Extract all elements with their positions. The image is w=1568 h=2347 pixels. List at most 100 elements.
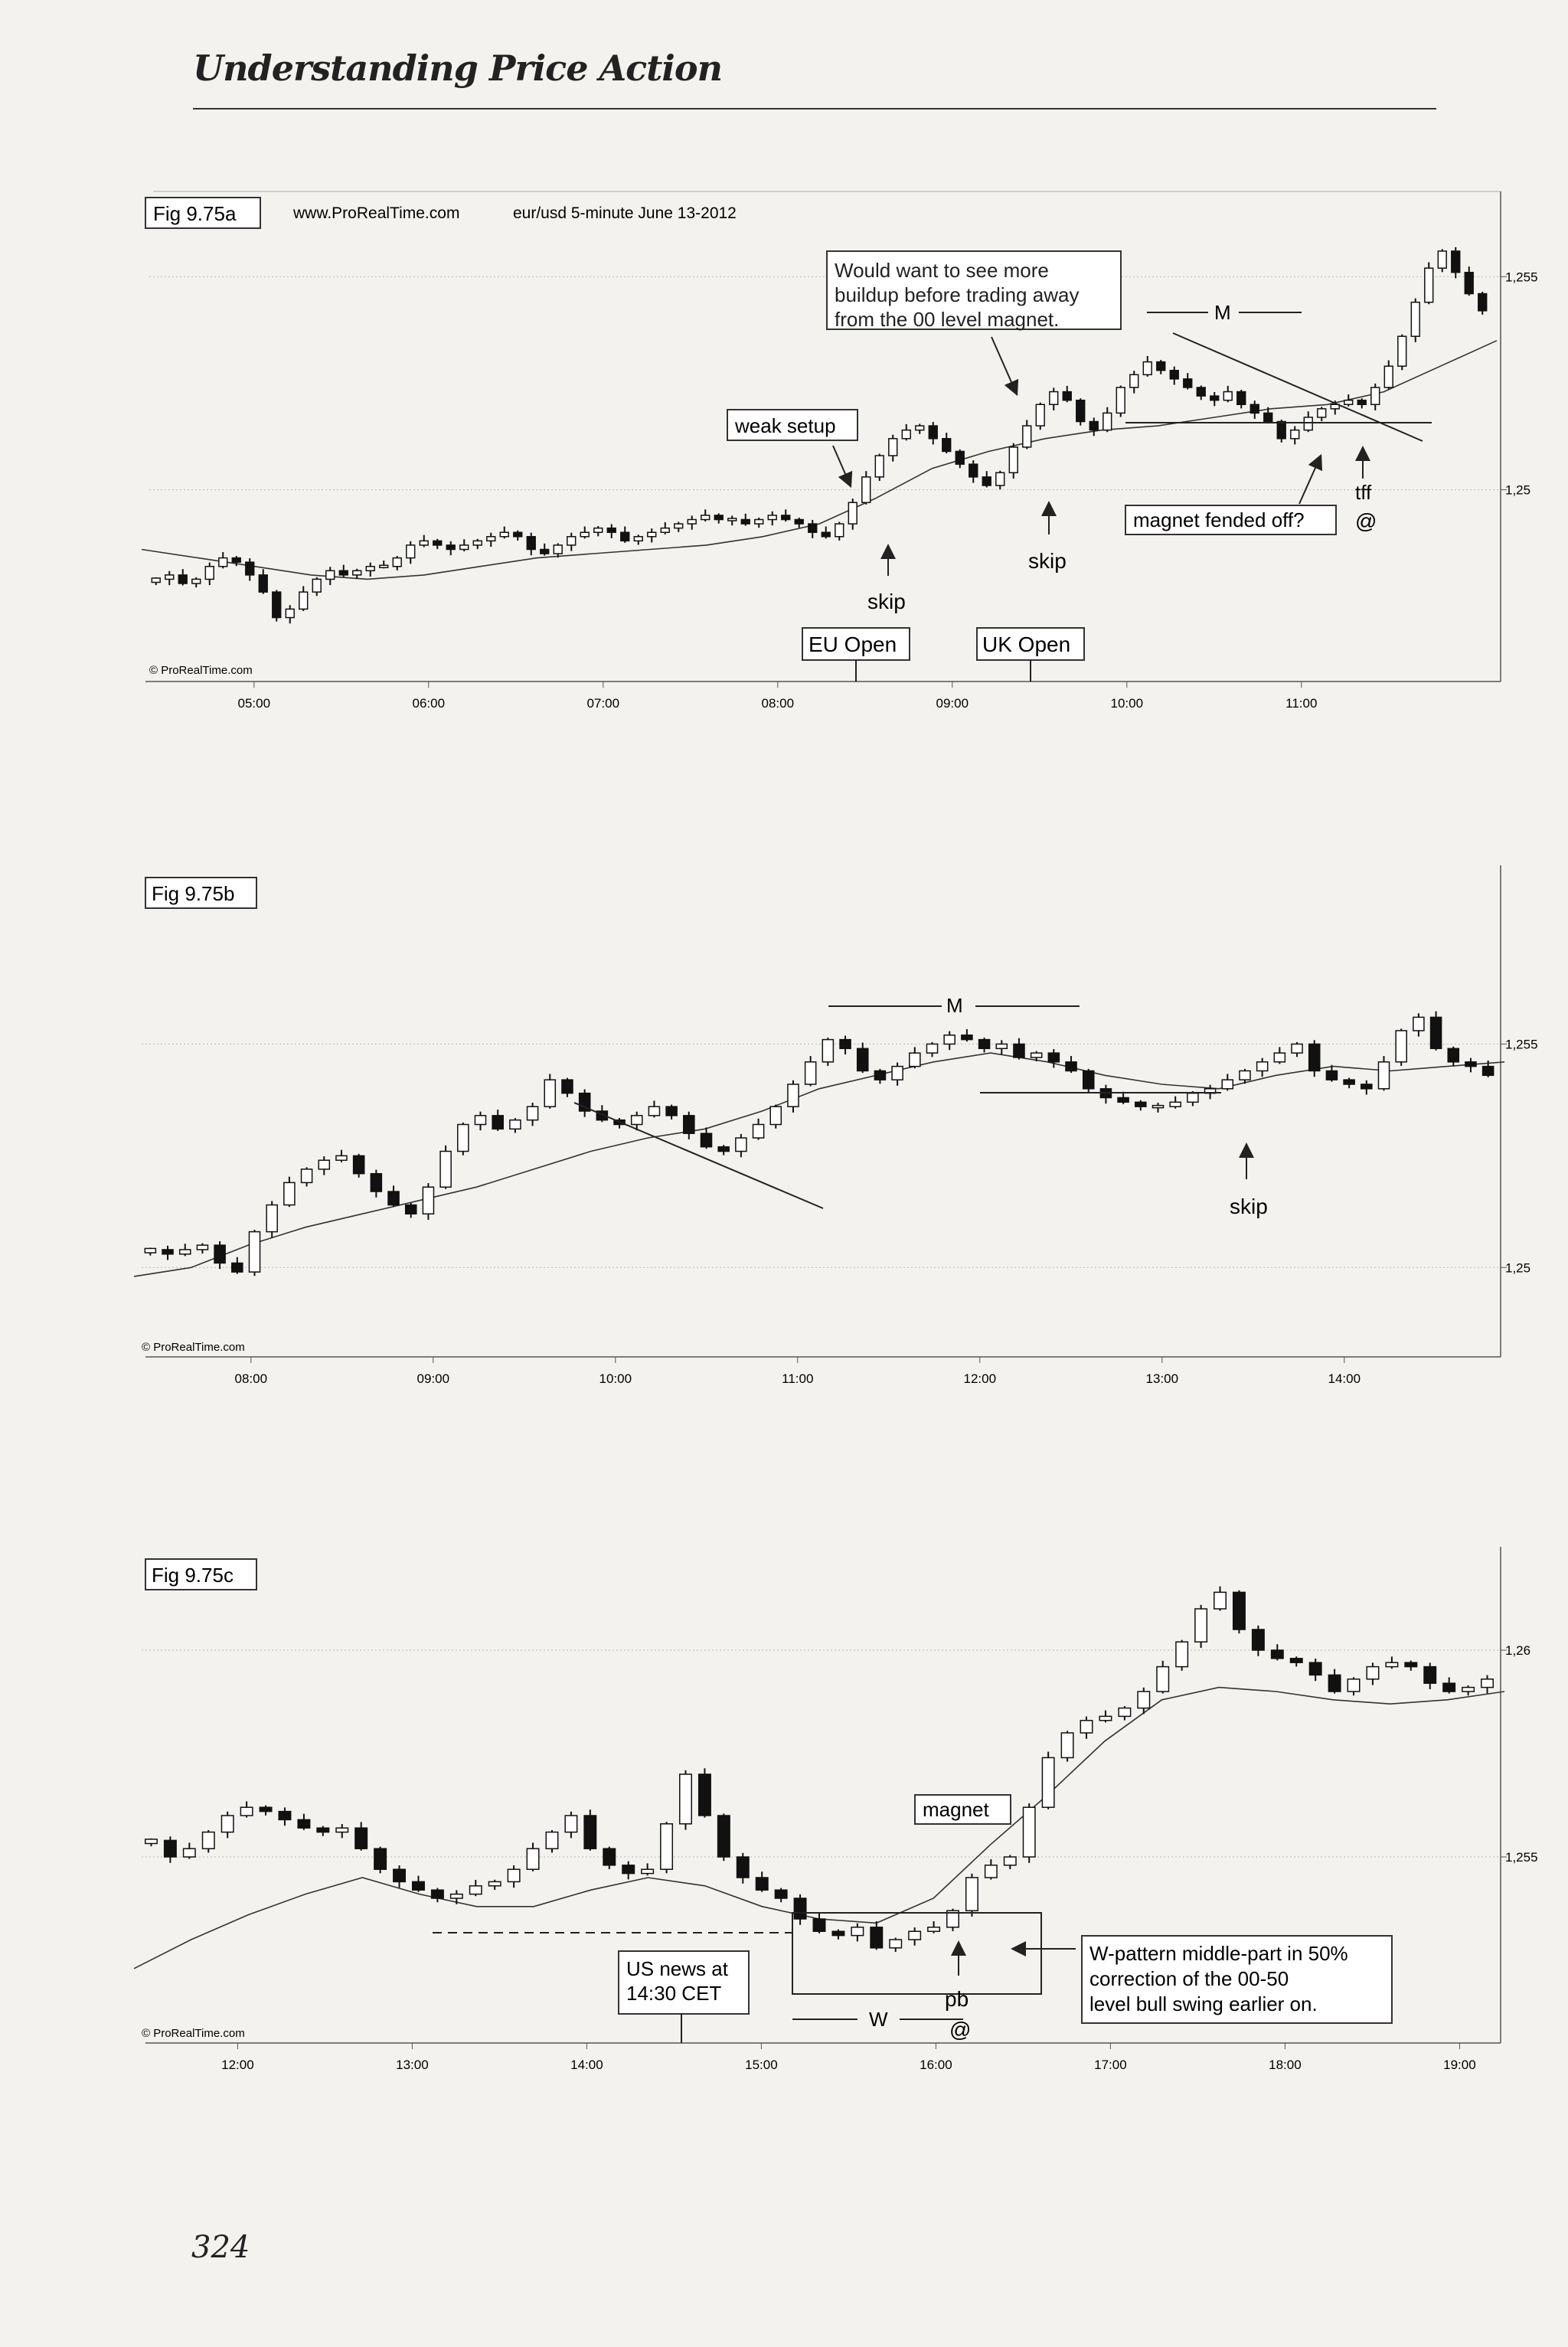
candle-body-down xyxy=(393,1868,407,1883)
candle-body-up xyxy=(1424,267,1434,303)
candle-body-up xyxy=(318,1159,331,1170)
candle-body-up xyxy=(365,565,375,572)
candle-body-up xyxy=(1221,1079,1234,1090)
candle-body-down xyxy=(606,527,616,533)
fig-label: Fig 9.75a xyxy=(153,202,237,225)
candle-body-down xyxy=(1276,420,1286,440)
candle-body-up xyxy=(240,1806,253,1816)
candle-body-down xyxy=(1210,395,1220,401)
wedge-trendline xyxy=(573,1102,824,1209)
candle-body-up xyxy=(1291,1043,1303,1054)
candle-body-down xyxy=(736,1856,750,1878)
skip-label-1: skip xyxy=(867,590,906,613)
candle-body-up xyxy=(1317,408,1327,418)
candle-body-down xyxy=(1062,391,1072,401)
fig-label-box xyxy=(145,877,257,909)
candle-body-down xyxy=(370,1172,383,1192)
candle-body-up xyxy=(1410,301,1420,337)
candle-body-up xyxy=(220,1815,234,1833)
candle-body-up xyxy=(754,518,764,525)
candle-body-up xyxy=(687,518,697,525)
candle-body-up xyxy=(1344,399,1354,406)
candle-body-up xyxy=(283,1182,296,1206)
candle-body-down xyxy=(163,1839,177,1858)
candle-body-down xyxy=(714,515,724,521)
candle-body-down xyxy=(1308,1043,1321,1072)
x-tick-label: 09:00 xyxy=(936,696,969,711)
at-label: @ xyxy=(1355,509,1377,533)
candle-body-up xyxy=(1377,1061,1390,1090)
candle-body-up xyxy=(526,1106,539,1121)
candle-body-down xyxy=(338,570,348,576)
weak-setup-text: weak setup xyxy=(734,414,836,437)
candle-body-up xyxy=(352,570,362,576)
candle-body-up xyxy=(488,1881,501,1887)
candle-body-up xyxy=(335,1827,349,1833)
candle-body-down xyxy=(1047,1052,1060,1063)
candle-body-up xyxy=(151,577,161,583)
candle-body-down xyxy=(433,540,443,546)
candle-body-down xyxy=(1082,1070,1095,1090)
x-tick-label: 08:00 xyxy=(762,696,795,711)
x-tick-label: 07:00 xyxy=(587,696,620,711)
x-tick-label: 19:00 xyxy=(1443,2058,1476,2072)
chart-fig-9-75a: 05:00 06:00 07:00 08:00 09:00 10:00 11:00 1,255… xyxy=(141,191,1538,711)
candle-body-down xyxy=(1196,387,1206,397)
candle-body-up xyxy=(449,1893,463,1899)
x-tick-label: 13:00 xyxy=(396,2058,429,2072)
eu-open-box xyxy=(802,627,910,661)
candle-body-down xyxy=(1236,391,1246,406)
candle-body-up xyxy=(204,565,214,580)
candle-body-up xyxy=(553,544,563,554)
candle-body-down xyxy=(1076,399,1086,423)
candle-body-up xyxy=(248,1231,261,1273)
candle-body-up xyxy=(392,557,402,567)
candle-body-down xyxy=(928,425,938,440)
candle-body-down xyxy=(1465,1061,1477,1067)
x-tick-label: 17:00 xyxy=(1094,2058,1127,2072)
candle-body-down xyxy=(214,1244,226,1264)
candle-body-up xyxy=(888,438,898,456)
candle-body-up xyxy=(567,536,577,546)
candle-body-down xyxy=(717,1146,730,1152)
candle-body-down xyxy=(278,1810,292,1821)
candle-body-up xyxy=(984,1865,998,1878)
candle-body-up xyxy=(630,1115,643,1126)
candle-body-up xyxy=(472,540,482,546)
candle-body-up xyxy=(1060,1732,1074,1759)
header-rule xyxy=(193,108,1436,110)
candle-body-up xyxy=(1049,391,1059,406)
moving-average-line xyxy=(133,1052,1505,1277)
candle-body-down xyxy=(961,1035,973,1041)
candle-body-up xyxy=(861,476,871,504)
candle-body-up xyxy=(285,608,295,619)
candle-body-up xyxy=(457,1123,469,1152)
candle-body-up xyxy=(299,591,309,610)
x-tick-label: 10:00 xyxy=(599,1371,632,1386)
candle-body-up xyxy=(908,1930,922,1940)
weak-setup-box xyxy=(727,409,858,441)
candle-body-up xyxy=(1152,1104,1165,1109)
candle-body-up xyxy=(486,536,496,542)
eu-open-text: EU Open xyxy=(808,633,897,656)
candle-body-down xyxy=(272,591,282,619)
candle-body-up xyxy=(1102,412,1112,431)
candle-body-up xyxy=(1303,417,1313,431)
candle-body-down xyxy=(1423,1665,1437,1684)
weak-setup-arrow xyxy=(832,445,853,489)
candle-body-down xyxy=(404,1204,417,1214)
x-tick-label: 13:00 xyxy=(1146,1371,1179,1386)
candle-body-up xyxy=(509,1119,521,1130)
candle-body-up xyxy=(182,1848,196,1858)
moving-average-line xyxy=(141,340,1498,580)
candle-body-up xyxy=(995,472,1005,486)
x-tick-label: 12:00 xyxy=(221,2058,254,2072)
chart-fig-9-75b: 08:00 09:00 10:00 11:00 12:00 13:00 14:00 1,255… xyxy=(133,865,1538,1386)
candle-body-down xyxy=(1308,1662,1322,1676)
fig-label-box xyxy=(145,1558,257,1590)
candle-body-up xyxy=(201,1831,215,1849)
candle-body-up xyxy=(1437,250,1447,269)
x-tick-label: 05:00 xyxy=(238,696,271,711)
candle-body-up xyxy=(564,1815,578,1833)
candle-body-down xyxy=(1481,1065,1494,1077)
